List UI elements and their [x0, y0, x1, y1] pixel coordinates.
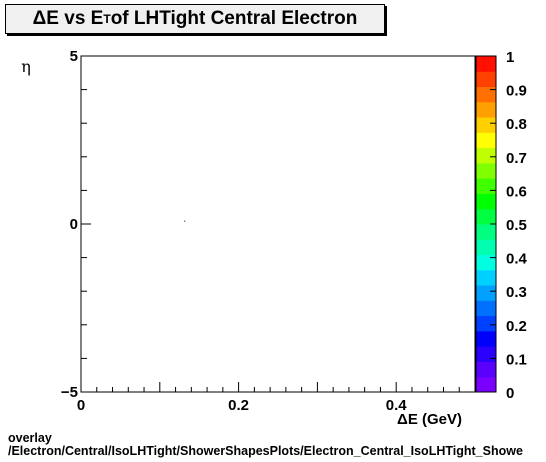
colorbar-cell [476, 361, 496, 378]
x-tick-label: 0.2 [228, 397, 249, 414]
y-tick-label: −5 [61, 384, 78, 401]
colorbar-cell [476, 269, 496, 286]
colorbar-cell [476, 86, 496, 103]
colorbar-tick-label: 0.2 [506, 318, 527, 335]
colorbar-cell [476, 330, 496, 347]
chart-title-prefix: ΔE vs E [32, 8, 104, 29]
colorbar-cell [476, 239, 496, 256]
colorbar-cell [476, 193, 496, 210]
colorbar-tick-label: 0.4 [506, 251, 528, 268]
colorbar-cell [476, 224, 496, 240]
y-tick-label: 0 [70, 216, 78, 233]
plot-frame [80, 55, 476, 393]
colorbar-cell [476, 117, 496, 133]
colorbar-tick-label: 0 [506, 385, 514, 402]
colorbar-cell [476, 346, 496, 362]
colorbar-tick-label: 0.1 [506, 351, 527, 368]
colorbar-cell [476, 147, 496, 164]
colorbar-cell [476, 162, 496, 179]
colorbar-cell [476, 285, 496, 301]
colorbar-tick-label: 0.7 [506, 150, 527, 167]
colorbar-tick-label: 0.9 [506, 83, 527, 100]
y-tick-label: 5 [70, 48, 78, 65]
x-tick-label: 0.4 [386, 397, 408, 414]
colorbar-tick-label: 0.6 [506, 183, 527, 200]
colorbar-tick-label: 0.5 [506, 217, 527, 234]
footer-path: overlay /Electron/Central/IsoLHTight/Sho… [8, 432, 546, 458]
colorbar-cell [476, 178, 496, 194]
colorbar-cell [476, 315, 496, 332]
x-tick-label: 0 [77, 397, 85, 414]
colorbar-cell [476, 254, 496, 271]
y-axis-label: η [21, 57, 31, 76]
chart-title-suffix: of LHTight Central Electron [110, 8, 358, 29]
colorbar-cell [476, 300, 496, 317]
colorbar-cell [476, 208, 496, 225]
colorbar-cell [476, 376, 496, 393]
colorbar-tick-label: 1 [506, 49, 514, 66]
colorbar-tick-label: 0.3 [506, 284, 527, 301]
data-point [184, 220, 186, 222]
colorbar-cell [476, 71, 496, 88]
colorbar-cell [476, 101, 496, 118]
colorbar-cell [476, 132, 496, 149]
chart-title-subscript: T [103, 12, 111, 26]
colorbar-tick-label: 0.8 [506, 116, 527, 133]
footer-line-1: overlay [8, 432, 52, 445]
x-axis-label: ΔE (GeV) [397, 411, 462, 428]
footer-line-2: /Electron/Central/IsoLHTight/ShowerShape… [8, 444, 523, 458]
colorbar-cell [476, 56, 496, 72]
